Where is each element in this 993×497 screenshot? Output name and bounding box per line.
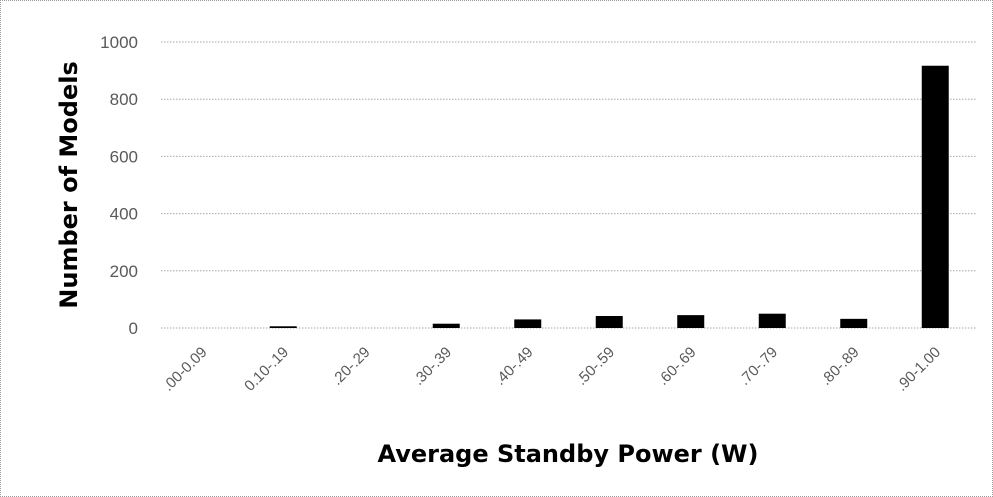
- y-tick-label: 0: [129, 319, 138, 338]
- x-axis-ticks: .00-0.09 0.10-.19 .20-.29 .30-.39 .40-.49 .50…: [160, 344, 944, 395]
- x-tick-label: .80-.89: [818, 344, 863, 389]
- bar-.40-.49: [514, 319, 542, 328]
- y-axis-title: Number of Models: [55, 61, 83, 308]
- x-axis-title: Average Standby Power (W): [377, 440, 758, 468]
- y-tick-label: 200: [110, 262, 138, 281]
- x-tick-label: .30-.39: [410, 344, 455, 389]
- bar-.80-.89: [840, 318, 868, 328]
- bar-.90-1.00: [921, 65, 949, 328]
- x-tick-label: .70-.79: [736, 344, 781, 389]
- bars: [269, 65, 949, 328]
- x-tick-label: .50-.59: [573, 344, 618, 389]
- bar-.70-.79: [758, 313, 786, 328]
- x-tick-label: .90-1.00: [893, 344, 944, 395]
- y-tick-label: 1000: [100, 33, 138, 52]
- gridlines: [161, 41, 976, 329]
- bar-.30-.39: [432, 323, 460, 328]
- x-tick-label: .40-.49: [492, 344, 537, 389]
- x-tick-label: .00-0.09: [160, 344, 211, 395]
- y-tick-label: 800: [110, 90, 138, 109]
- x-tick-label: .60-.69: [655, 344, 700, 389]
- y-tick-label: 400: [110, 205, 138, 224]
- x-tick-label: .20-.29: [329, 344, 374, 389]
- bar-.50-.59: [595, 315, 623, 328]
- bar-.60-.69: [677, 315, 705, 328]
- y-tick-label: 600: [110, 147, 138, 166]
- y-axis-ticks: 0 200 400 600 800 1000: [100, 33, 138, 338]
- x-tick-label: 0.10-.19: [241, 344, 292, 395]
- bar-0.10-.19: [269, 326, 297, 328]
